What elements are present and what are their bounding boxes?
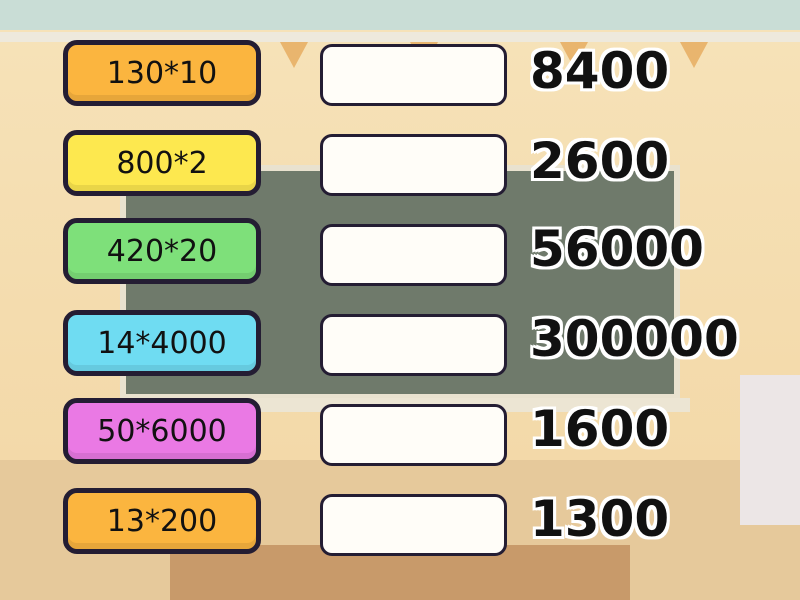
bunting-flag — [560, 42, 588, 68]
wall-rail — [0, 32, 800, 42]
drop-slot[interactable] — [320, 134, 507, 196]
draggable-tile[interactable]: 420*20 — [63, 218, 261, 284]
answer-label: 1600 — [530, 400, 670, 458]
bunting-flag — [280, 42, 308, 68]
drop-slot[interactable] — [320, 494, 507, 556]
answer-label: 300000 — [530, 310, 739, 368]
draggable-tile[interactable]: 14*4000 — [63, 310, 261, 376]
drop-slot[interactable] — [320, 44, 507, 106]
cabinet — [740, 375, 800, 525]
bunting-flag — [680, 42, 708, 68]
draggable-tile[interactable]: 800*2 — [63, 130, 261, 196]
draggable-tile[interactable]: 13*200 — [63, 488, 261, 554]
drop-slot[interactable] — [320, 404, 507, 466]
answer-label: 8400 — [530, 42, 670, 100]
answer-label: 1300 — [530, 490, 670, 548]
drop-slot[interactable] — [320, 314, 507, 376]
answer-label: 2600 — [530, 132, 670, 190]
drop-slot[interactable] — [320, 224, 507, 286]
answer-label: 56000 — [530, 220, 704, 278]
draggable-tile[interactable]: 50*6000 — [63, 398, 261, 464]
draggable-tile[interactable]: 130*10 — [63, 40, 261, 106]
